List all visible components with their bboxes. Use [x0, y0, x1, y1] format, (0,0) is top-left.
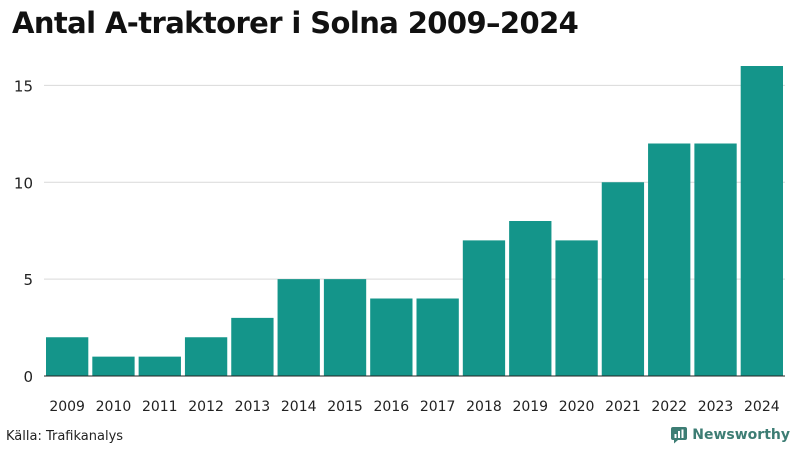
y-tick-label: 0 [23, 368, 33, 386]
x-tick-label: 2024 [744, 399, 780, 415]
x-axis-ticks: 2009 2010 2011 2012 2013 2014 2015 2016 2017 2018… [49, 399, 779, 415]
x-tick-label: 2016 [374, 399, 410, 415]
chart-title: Antal A-traktorer i Solna 2009–2024 [12, 6, 579, 40]
bars [44, 66, 785, 377]
x-tick-label: 2015 [327, 399, 363, 415]
y-axis-ticks: 0 5 10 15 [14, 77, 33, 386]
bar-2024 [740, 66, 783, 376]
x-tick-label: 2019 [512, 399, 548, 415]
bar-2016 [370, 298, 413, 376]
x-tick-label: 2017 [420, 399, 456, 415]
bar-2013 [231, 317, 274, 377]
bar-2021 [601, 182, 645, 376]
bar-2015 [323, 279, 367, 377]
x-tick-label: 2011 [142, 399, 178, 415]
source-note: Källa: Trafikanalys [6, 429, 124, 444]
x-tick-label: 2023 [698, 399, 734, 415]
x-tick-label: 2012 [188, 399, 224, 415]
bar-2020 [555, 240, 598, 377]
bar-2012 [184, 337, 228, 376]
y-tick-label: 15 [14, 77, 33, 95]
x-tick-label: 2009 [49, 399, 85, 415]
bar-2009 [46, 337, 89, 376]
x-tick-label: 2020 [559, 399, 595, 415]
x-tick-label: 2010 [96, 399, 132, 415]
bar-2014 [277, 279, 320, 377]
x-tick-label: 2014 [281, 399, 317, 415]
bar-2019 [509, 221, 552, 376]
bar-2011 [138, 356, 181, 377]
newsworthy-logo-icon [671, 427, 688, 444]
y-tick-label: 5 [23, 271, 33, 289]
x-tick-label: 2022 [651, 399, 687, 415]
y-tick-label: 10 [14, 174, 33, 192]
brand-name: Newsworthy [692, 427, 790, 443]
bar-2018 [462, 240, 506, 377]
x-tick-label: 2013 [235, 399, 271, 415]
x-tick-label: 2021 [605, 399, 641, 415]
x-tick-label: 2018 [466, 399, 502, 415]
bar-2023 [694, 143, 737, 376]
bar-2022 [648, 143, 691, 376]
bar-2017 [416, 298, 459, 376]
brand-logo: Newsworthy [670, 426, 790, 444]
bar-2010 [92, 356, 135, 377]
